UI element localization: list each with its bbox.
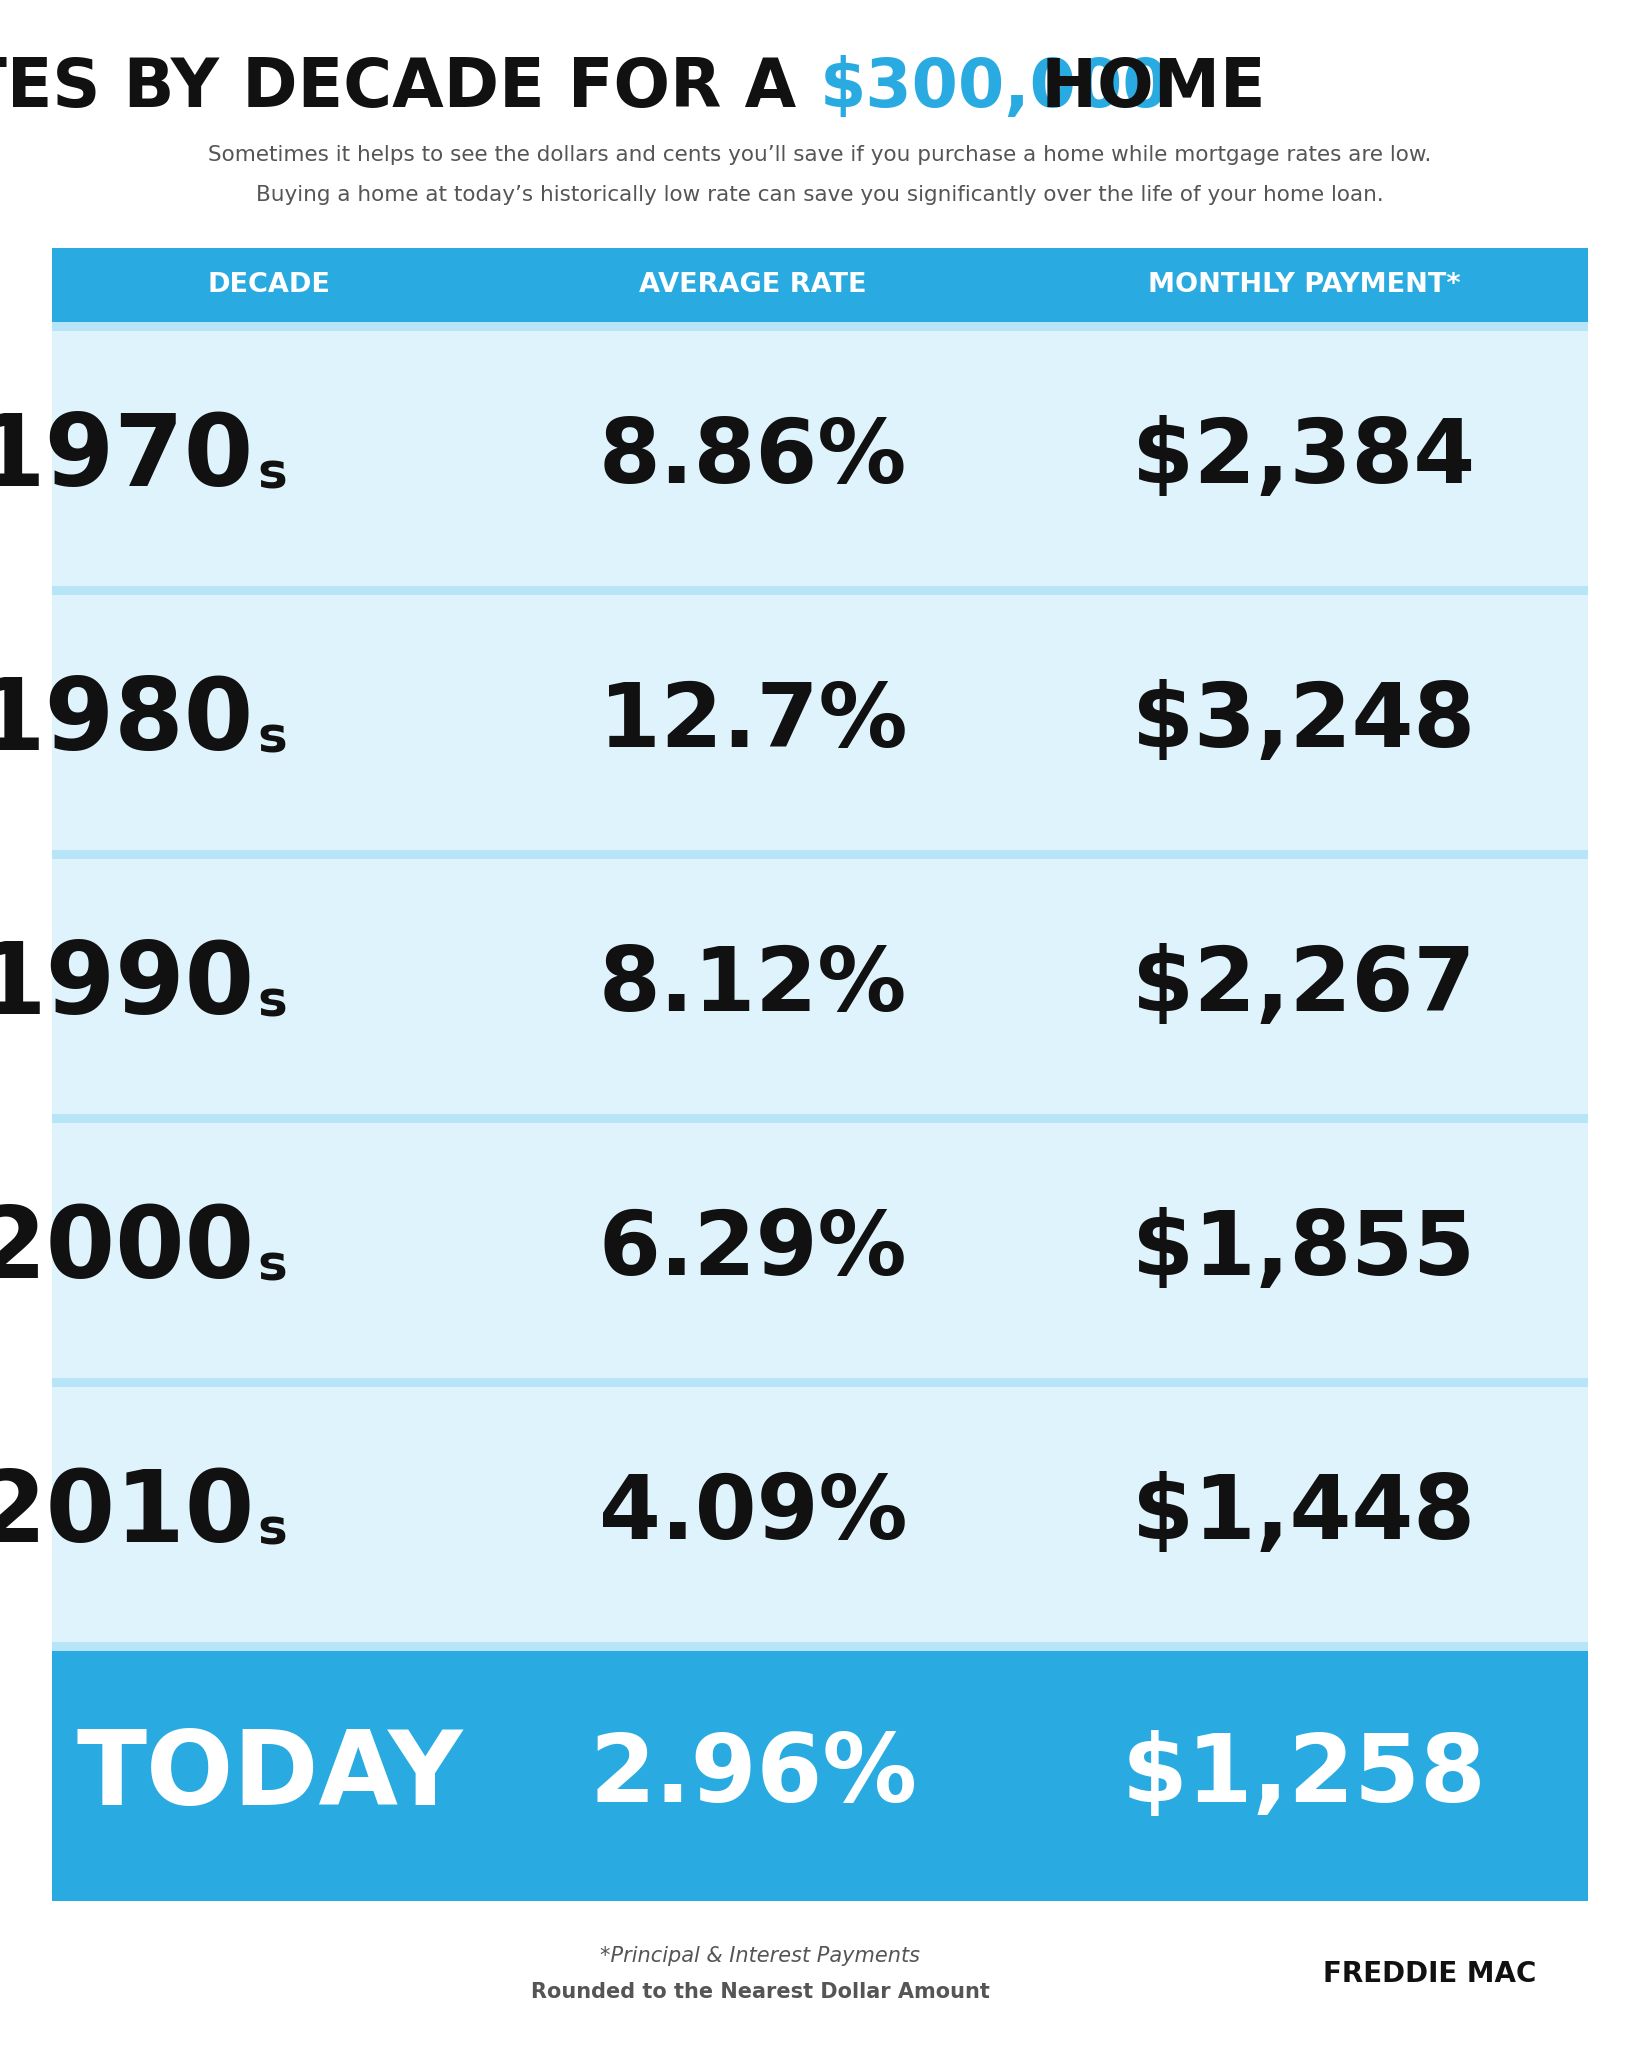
Text: s: s xyxy=(257,1243,287,1290)
Bar xyxy=(52,322,1587,332)
Text: $2,267: $2,267 xyxy=(1131,942,1475,1030)
Bar xyxy=(52,596,1587,850)
Text: $300,000: $300,000 xyxy=(820,55,1169,121)
Text: 12.7%: 12.7% xyxy=(598,680,906,766)
Text: 2000: 2000 xyxy=(0,1202,254,1298)
Text: Sometimes it helps to see the dollars and cents you’ll save if you purchase a ho: Sometimes it helps to see the dollars an… xyxy=(208,145,1431,166)
Text: TODAY: TODAY xyxy=(75,1726,462,1827)
Text: 1970: 1970 xyxy=(0,410,254,508)
Text: 1980: 1980 xyxy=(0,674,254,770)
Bar xyxy=(52,1114,1587,1122)
Bar xyxy=(52,1122,1587,1378)
Bar xyxy=(52,1386,1587,1642)
Text: s: s xyxy=(257,979,287,1026)
Text: *Principal & Interest Payments: *Principal & Interest Payments xyxy=(600,1946,919,1966)
Text: HOME: HOME xyxy=(1018,55,1265,121)
Text: 8.86%: 8.86% xyxy=(598,416,906,502)
Bar xyxy=(52,1651,1587,1901)
Text: FREDDIE MAC: FREDDIE MAC xyxy=(1323,1960,1536,1989)
Bar xyxy=(52,1378,1587,1386)
Bar xyxy=(52,586,1587,596)
Text: $1,855: $1,855 xyxy=(1131,1206,1475,1294)
Text: 4.09%: 4.09% xyxy=(598,1470,906,1559)
Bar xyxy=(52,1642,1587,1651)
Text: 8.12%: 8.12% xyxy=(598,942,906,1030)
Text: $1,448: $1,448 xyxy=(1131,1470,1475,1559)
Text: DECADE: DECADE xyxy=(208,272,331,299)
Bar xyxy=(52,332,1587,586)
Text: Buying a home at today’s historically low rate can save you significantly over t: Buying a home at today’s historically lo… xyxy=(256,184,1383,205)
Text: s: s xyxy=(257,451,287,498)
Text: 1990: 1990 xyxy=(0,938,254,1034)
Bar xyxy=(52,248,1587,322)
Text: s: s xyxy=(257,715,287,762)
Text: $2,384: $2,384 xyxy=(1131,416,1475,502)
Text: AVERAGE RATE: AVERAGE RATE xyxy=(639,272,867,299)
Text: 6.29%: 6.29% xyxy=(598,1206,906,1294)
Text: Rounded to the Nearest Dollar Amount: Rounded to the Nearest Dollar Amount xyxy=(531,1982,988,2003)
Text: 2.96%: 2.96% xyxy=(588,1731,916,1823)
Text: s: s xyxy=(257,1507,287,1554)
Text: 2010: 2010 xyxy=(0,1466,254,1563)
Bar xyxy=(52,850,1587,858)
Text: $1,258: $1,258 xyxy=(1121,1731,1485,1823)
Text: MONTHLY PAYMENT*: MONTHLY PAYMENT* xyxy=(1147,272,1459,299)
Text: MORTGAGE RATES BY DECADE FOR A: MORTGAGE RATES BY DECADE FOR A xyxy=(0,55,820,121)
Bar xyxy=(52,858,1587,1114)
Text: $3,248: $3,248 xyxy=(1131,680,1475,766)
